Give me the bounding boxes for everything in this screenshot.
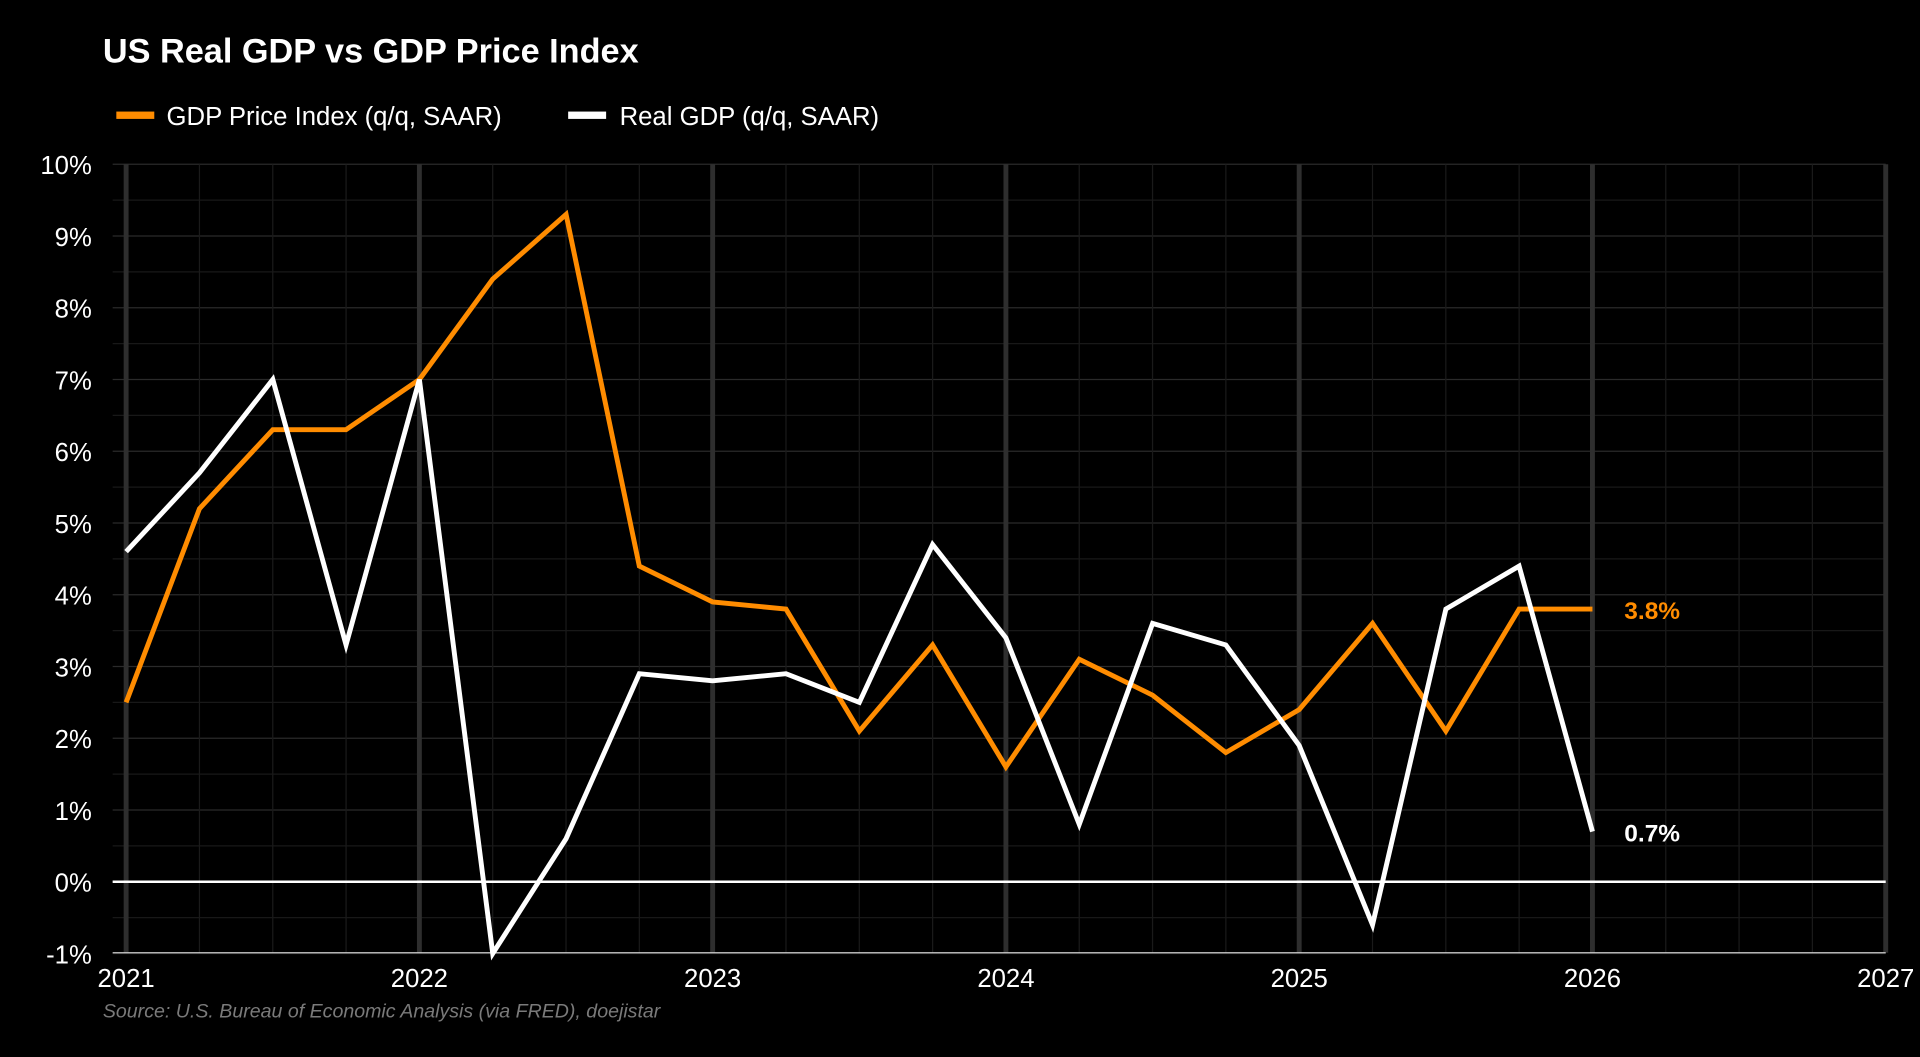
- source-note: Source: U.S. Bureau of Economic Analysis…: [103, 1001, 662, 1023]
- y-tick-label: 5%: [55, 511, 92, 539]
- legend-label-price-index: GDP Price Index (q/q, SAAR): [167, 103, 502, 131]
- legend-swatch-real-gdp: [568, 111, 607, 119]
- x-tick-label: 2022: [391, 965, 448, 993]
- legend: GDP Price Index (q/q, SAAR) Real GDP (q/…: [116, 103, 879, 131]
- y-tick-label: 6%: [55, 439, 92, 467]
- y-tick-label: 4%: [55, 583, 92, 611]
- axes: -1% 0% 1% 2% 3% 4% 5% 6% 7% 8% 9% 10% 2021 2022 2023 20…: [40, 152, 1914, 993]
- grid: [112, 163, 1889, 955]
- y-tick-label: 1%: [55, 798, 92, 826]
- x-tick-label: 2025: [1271, 965, 1328, 993]
- y-tick-label: 0%: [55, 870, 92, 898]
- y-tick-label: 9%: [55, 224, 92, 252]
- y-tick-label: -1%: [46, 941, 92, 969]
- price-index-line: [123, 209, 1593, 772]
- series-lines: [123, 209, 1595, 961]
- legend-label-real-gdp: Real GDP (q/q, SAAR): [620, 103, 880, 131]
- x-tick-label: 2024: [977, 965, 1034, 993]
- x-tick-label: 2023: [684, 965, 741, 993]
- price-index-end-label: 3.8%: [1624, 598, 1680, 625]
- x-tick-label: 2021: [98, 965, 155, 993]
- y-tick-label: 10%: [40, 152, 91, 180]
- y-tick-label: 8%: [55, 296, 92, 324]
- x-tick-label: 2026: [1564, 965, 1621, 993]
- y-tick-label: 7%: [55, 367, 92, 395]
- end-labels: 3.8% 0.7%: [1624, 598, 1680, 847]
- chart-title: US Real GDP vs GDP Price Index: [103, 33, 639, 71]
- y-tick-label: 3%: [55, 654, 92, 682]
- y-tick-label: 2%: [55, 726, 92, 754]
- real-gdp-line: [124, 374, 1595, 961]
- x-tick-label: 2027: [1857, 965, 1914, 993]
- real-gdp-end-label: 0.7%: [1624, 820, 1680, 847]
- legend-swatch-price-index: [116, 111, 155, 119]
